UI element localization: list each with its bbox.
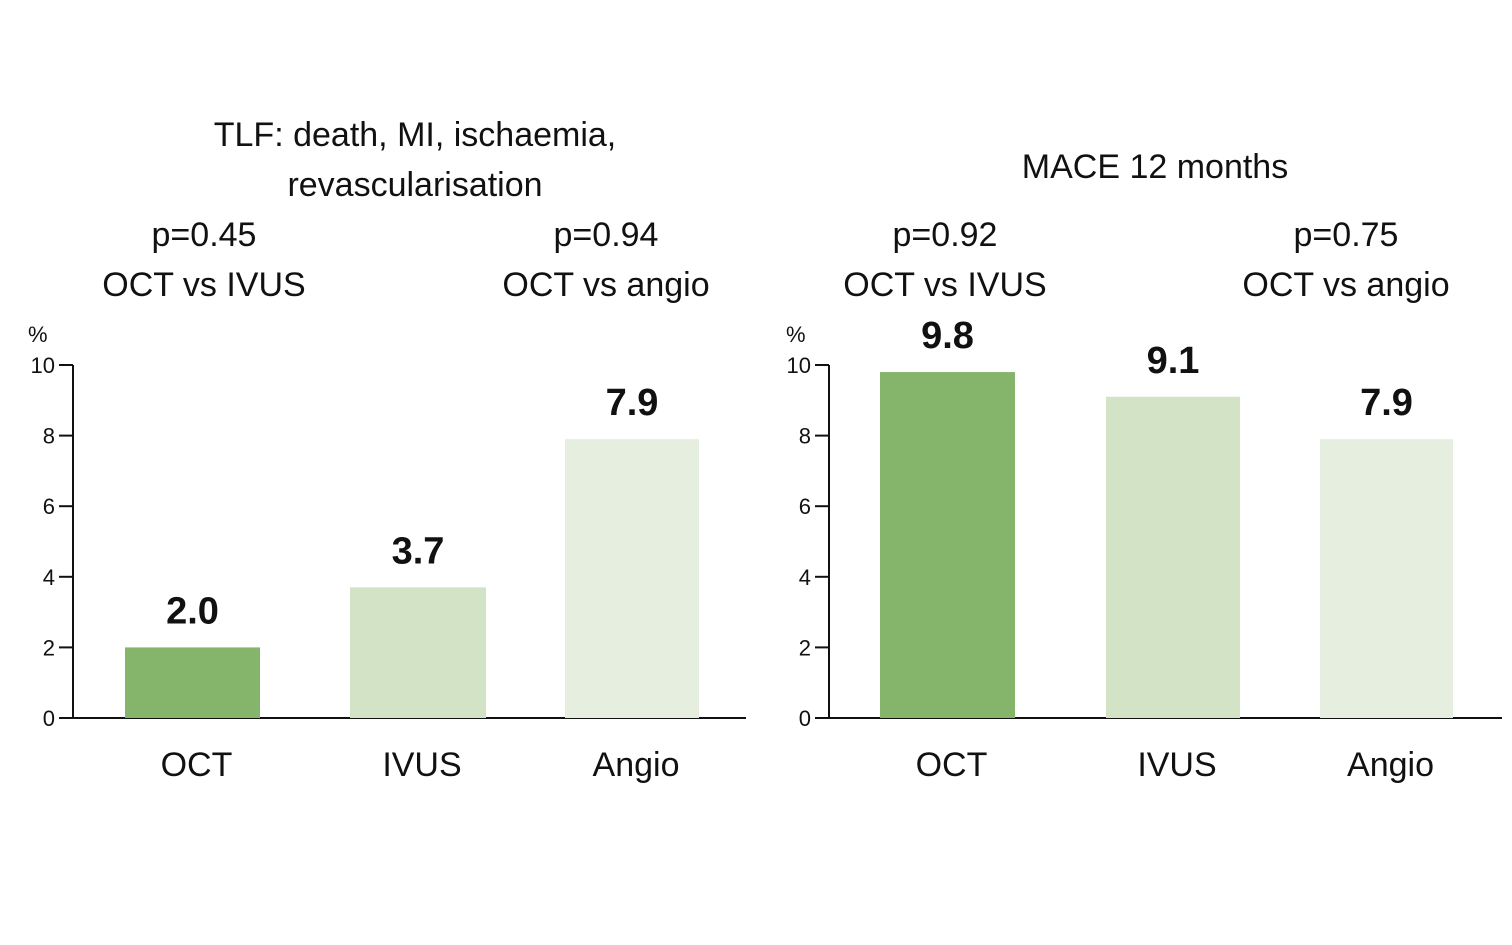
bar-ivus [350, 587, 486, 718]
y-tick-label: 2 [43, 635, 55, 660]
data-label: 2.0 [166, 590, 219, 632]
bar-ivus [1106, 396, 1240, 718]
x-tick-label: IVUS [1137, 746, 1216, 784]
data-label: 9.8 [921, 315, 974, 357]
x-tick-label: OCT [916, 746, 988, 784]
data-label: 9.1 [1147, 340, 1200, 382]
p-value-annotation: p=0.94 [554, 216, 659, 254]
x-tick-label: Angio [1347, 746, 1434, 784]
y-tick-label: 4 [43, 565, 55, 590]
comparison-annotation: OCT vs IVUS [102, 266, 305, 304]
comparison-annotation: OCT vs IVUS [843, 266, 1046, 304]
y-tick-label: 10 [787, 353, 811, 378]
x-tick-label: IVUS [382, 746, 461, 784]
data-label: 7.9 [1360, 382, 1413, 424]
comparison-annotation: OCT vs angio [1242, 266, 1449, 304]
y-tick-label: 4 [799, 565, 811, 590]
data-label: 3.7 [392, 530, 445, 572]
bar-angio [565, 439, 699, 718]
y-tick-label: 2 [799, 635, 811, 660]
bars: 9.8 OCT 9.1 IVUS 7.9 Angio [880, 315, 1453, 784]
y-tick-label: 8 [799, 424, 811, 449]
x-tick-label: OCT [161, 746, 233, 784]
bars: 2.0 OCT 3.7 IVUS 7.9 Angio [125, 382, 699, 784]
y-tick-label: 6 [43, 494, 55, 519]
chart-panel-mace: MACE 12 months p=0.92 OCT vs IVUS p=0.75… [786, 148, 1502, 784]
data-label: 7.9 [606, 382, 659, 424]
bar-angio [1320, 439, 1453, 718]
y-tick-label: 10 [31, 353, 55, 378]
p-value-annotation: p=0.92 [893, 216, 998, 254]
chart-panel-tlf: TLF: death, MI, ischaemia, revascularisa… [28, 116, 746, 784]
p-value-annotation: p=0.45 [152, 216, 257, 254]
chart-title-line-2: revascularisation [287, 166, 542, 204]
y-tick-label: 8 [43, 424, 55, 449]
bar-oct [125, 647, 260, 718]
y-tick-label: 6 [799, 494, 811, 519]
comparison-annotation: OCT vs angio [502, 266, 709, 304]
y-tick-label: 0 [43, 706, 55, 731]
x-tick-label: Angio [593, 746, 680, 784]
chart-title: MACE 12 months [1022, 148, 1288, 186]
p-value-annotation: p=0.75 [1294, 216, 1399, 254]
bar-oct [880, 372, 1015, 718]
y-axis-label: % [28, 322, 48, 347]
y-tick-label: 0 [799, 706, 811, 731]
y-axis-label: % [786, 322, 806, 347]
chart-title-line-1: TLF: death, MI, ischaemia, [214, 116, 617, 154]
